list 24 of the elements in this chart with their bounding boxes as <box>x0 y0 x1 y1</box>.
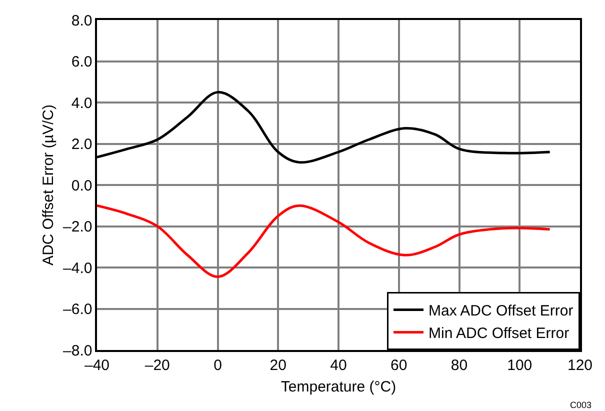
y-tick-label: –4.0 <box>63 260 92 277</box>
line-series <box>97 204 552 278</box>
x-tick-label: –20 <box>144 356 170 374</box>
y-tick-label: 6.0 <box>71 54 92 70</box>
x-tick-label: 0 <box>214 356 222 374</box>
y-axis-title: ADC Offset Error (µV/C) <box>40 104 57 266</box>
x-tick-label: 40 <box>330 356 347 374</box>
legend-label: Min ADC Offset Error <box>428 325 570 342</box>
y-tick-label: 4.0 <box>71 94 92 112</box>
x-tick-label: 20 <box>270 356 286 374</box>
y-tick-label: –8.0 <box>63 342 92 360</box>
text: C003 <box>570 400 592 410</box>
y-tick-label: 2.0 <box>71 136 92 153</box>
x-tick-label: 120 <box>567 356 593 374</box>
x-tick-label: 80 <box>450 356 468 374</box>
y-tick-label: 0.0 <box>71 177 92 194</box>
x-axis-title: Temperature (°C) <box>280 378 396 396</box>
x-tick-label: 100 <box>507 356 532 374</box>
x-tick-label: 60 <box>390 356 408 374</box>
y-tick-label: –6.0 <box>63 301 92 318</box>
legend-label: Max ADC Offset Error <box>428 302 574 320</box>
y-tick-label: –2.0 <box>63 218 92 236</box>
x-tick-label: –40 <box>84 356 110 374</box>
y-tick-label: 8.0 <box>71 12 92 30</box>
